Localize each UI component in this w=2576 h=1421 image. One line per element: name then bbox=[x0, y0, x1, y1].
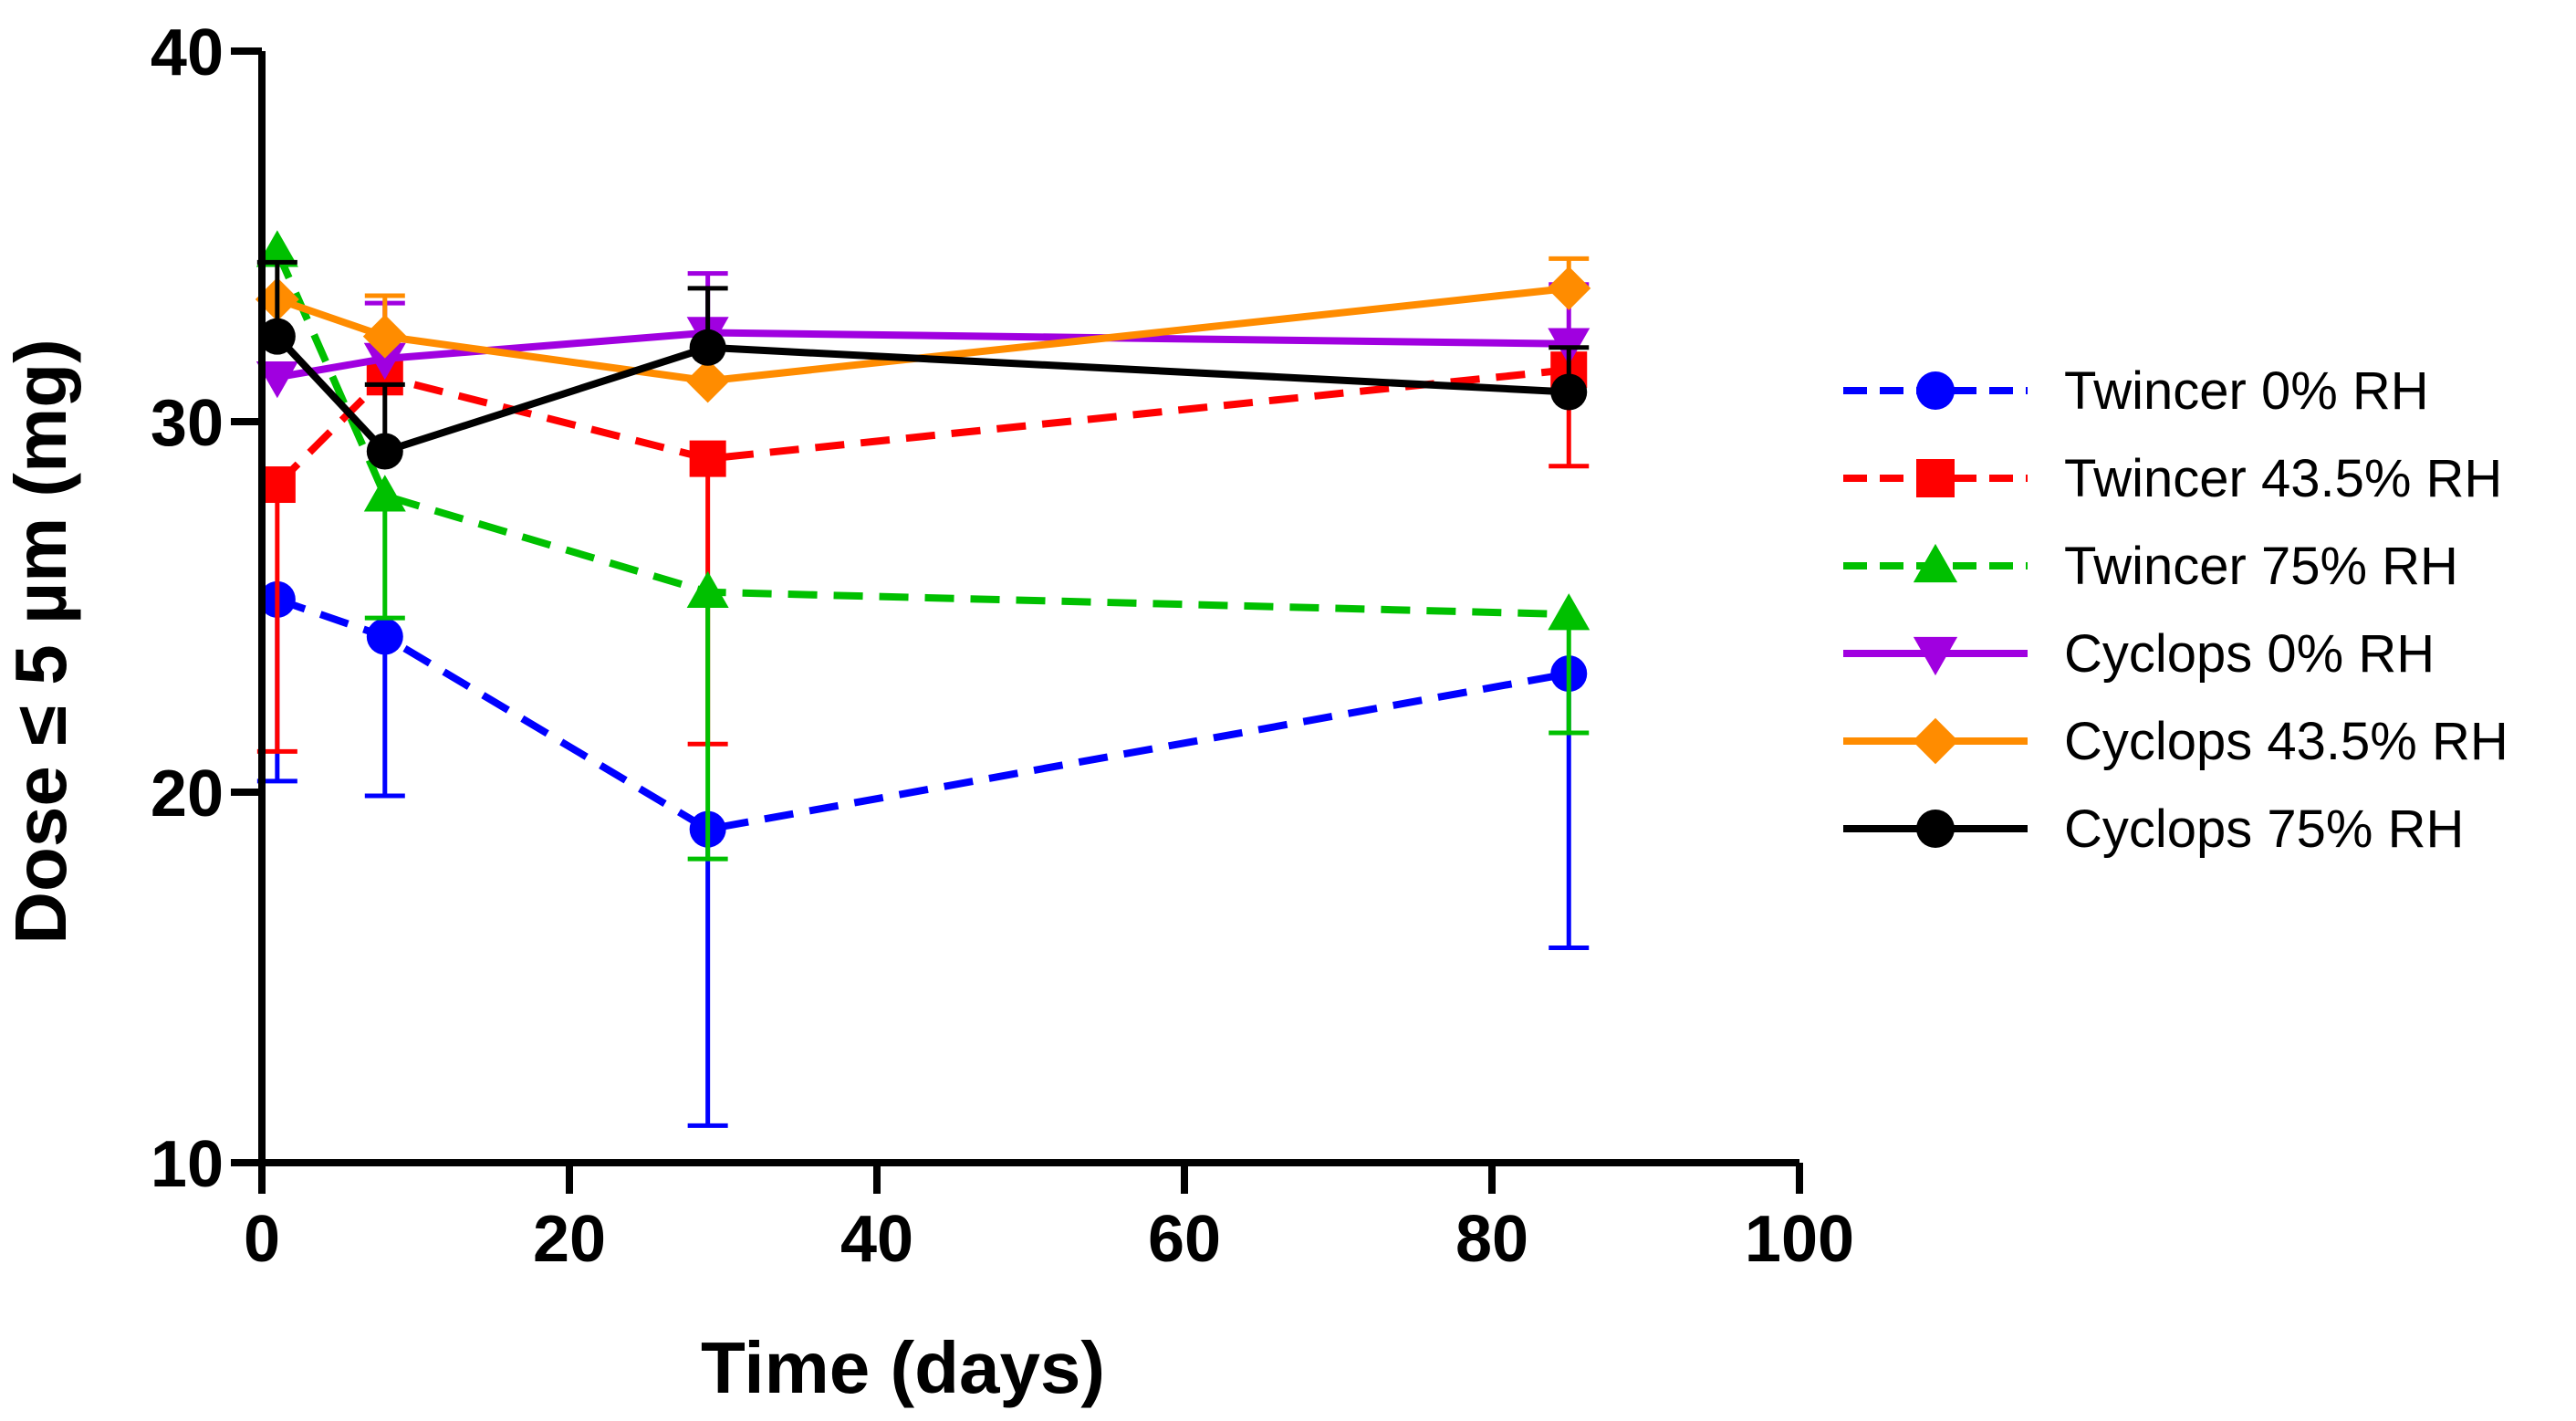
data-point-cyclops-0-rh-0 bbox=[256, 361, 298, 399]
legend-marker-twincer-75-rh bbox=[1913, 543, 1958, 583]
x-tick-label-40: 40 bbox=[840, 1203, 913, 1276]
data-point-cyclops-43-5-rh-1 bbox=[362, 314, 407, 359]
legend-marker-cyclops-43-5-rh bbox=[1912, 717, 1959, 765]
legend-entry-cyclops-75-rh: Cyclops 75% RH bbox=[1843, 799, 2464, 859]
legend-entry-twincer-43-5-rh: Twincer 43.5% RH bbox=[1843, 449, 2502, 508]
data-point-twincer-75-rh-1 bbox=[363, 475, 406, 512]
x-tick-label-0: 0 bbox=[244, 1203, 280, 1276]
x-tick-label-20: 20 bbox=[533, 1203, 606, 1276]
legend-label-twincer-75-rh: Twincer 75% RH bbox=[2064, 537, 2458, 596]
y-tick-label-30: 30 bbox=[151, 387, 224, 460]
data-point-cyclops-0-rh-1 bbox=[363, 342, 406, 380]
x-tick-label-100: 100 bbox=[1745, 1203, 1854, 1276]
y-axis-title: Dose ≤ 5 µm (mg) bbox=[0, 339, 81, 944]
series-line-twincer-75-rh bbox=[274, 249, 1570, 619]
series-twincer-75-rh bbox=[256, 230, 1590, 862]
y-tick-label-20: 20 bbox=[151, 758, 224, 831]
legend-label-twincer-0-rh: Twincer 0% RH bbox=[2064, 361, 2429, 421]
series-line-twincer-0-rh bbox=[276, 596, 1570, 833]
legend-entry-twincer-0-rh: Twincer 0% RH bbox=[1843, 361, 2429, 421]
legend-marker-cyclops-0-rh bbox=[1913, 636, 1958, 676]
data-point-cyclops-75-rh-0 bbox=[258, 318, 296, 355]
legend-marker-twincer-43-5-rh bbox=[1916, 459, 1955, 497]
data-point-cyclops-43-5-rh-3 bbox=[1547, 266, 1591, 310]
data-point-twincer-75-rh-2 bbox=[686, 570, 729, 609]
series-cyclops-43-5-rh bbox=[255, 256, 1591, 403]
series-twincer-43-5-rh bbox=[256, 351, 1590, 754]
x-tick-label-80: 80 bbox=[1455, 1203, 1528, 1276]
data-point-twincer-43-5-rh-2 bbox=[689, 440, 726, 477]
legend-entry-cyclops-0-rh: Cyclops 0% RH bbox=[1843, 624, 2435, 684]
legend-marker-twincer-0-rh bbox=[1916, 371, 1955, 410]
series-line-cyclops-75-rh bbox=[274, 333, 1570, 455]
y-tick-label-10: 10 bbox=[151, 1128, 224, 1201]
legend-marker-cyclops-75-rh bbox=[1916, 810, 1955, 848]
data-point-cyclops-75-rh-1 bbox=[366, 433, 403, 470]
legend-label-twincer-43-5-rh: Twincer 43.5% RH bbox=[2064, 449, 2502, 508]
series-layer bbox=[255, 230, 1591, 1128]
data-point-cyclops-43-5-rh-2 bbox=[685, 359, 730, 403]
x-axis-title: Time (days) bbox=[701, 1327, 1105, 1408]
series-line-cyclops-43-5-rh bbox=[276, 284, 1570, 385]
series-twincer-0-rh bbox=[256, 580, 1590, 1128]
series-line-cyclops-0-rh bbox=[276, 329, 1570, 381]
legend-entry-cyclops-43-5-rh: Cyclops 43.5% RH bbox=[1843, 712, 2508, 771]
legend-label-cyclops-43-5-rh: Cyclops 43.5% RH bbox=[2064, 712, 2508, 771]
data-point-twincer-75-rh-3 bbox=[1548, 593, 1590, 631]
data-point-cyclops-75-rh-2 bbox=[689, 329, 726, 366]
legend-label-cyclops-75-rh: Cyclops 75% RH bbox=[2064, 799, 2464, 859]
legend-entry-twincer-75-rh: Twincer 75% RH bbox=[1843, 537, 2458, 596]
ticks-layer: 10 20 30 40 0 20 40 60 80 100 bbox=[151, 16, 1854, 1276]
x-tick-label-60: 60 bbox=[1148, 1203, 1221, 1276]
data-point-twincer-75-rh-0 bbox=[256, 230, 298, 267]
series-cyclops-75-rh bbox=[256, 259, 1590, 470]
data-point-twincer-0-rh-1 bbox=[366, 618, 403, 655]
data-point-cyclops-75-rh-3 bbox=[1550, 373, 1588, 411]
legend-label-cyclops-0-rh: Cyclops 0% RH bbox=[2064, 624, 2435, 684]
series-line-twincer-43-5-rh bbox=[275, 366, 1570, 487]
y-tick-label-40: 40 bbox=[151, 16, 224, 89]
legend: Twincer 0% RH Twincer 43.5% RH Twincer 75%… bbox=[1843, 361, 2508, 859]
